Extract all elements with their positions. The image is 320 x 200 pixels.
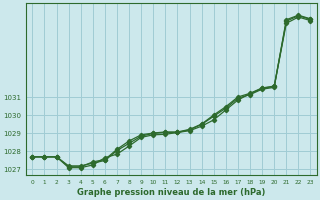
X-axis label: Graphe pression niveau de la mer (hPa): Graphe pression niveau de la mer (hPa) [77, 188, 266, 197]
